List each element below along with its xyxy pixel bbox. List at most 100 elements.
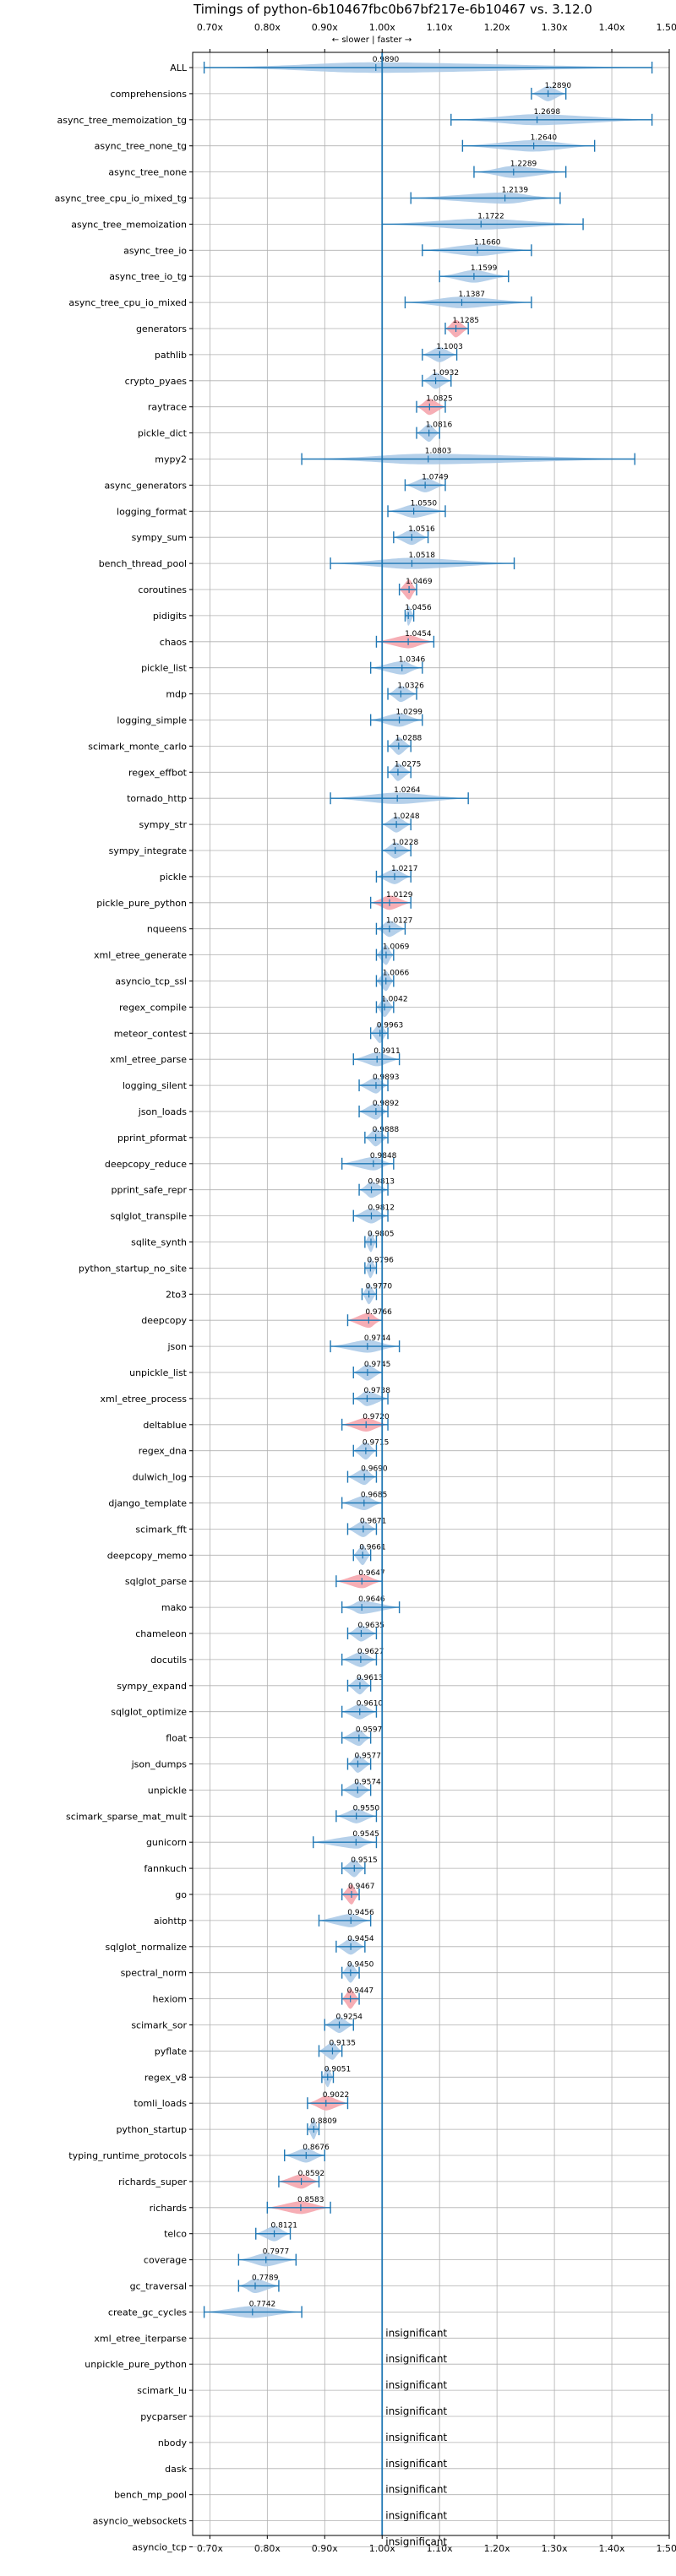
benchmark-row: xml_etree_process 0.9738 [101,1387,669,1406]
value-label: 0.9577 [354,1753,381,1761]
benchmark-label: pprint_safe_repr [112,1185,188,1196]
benchmark-row: regex_effbot 1.0275 [128,760,669,781]
value-label: 0.9597 [356,1726,383,1735]
benchmark-label: coroutines [138,584,187,595]
value-label: 0.9550 [353,1804,380,1812]
benchmark-label: async_tree_memoization [71,219,187,230]
value-label: 0.9744 [364,1334,391,1343]
value-label: 0.9456 [347,1909,374,1917]
x-tick-label: 1.40x [599,22,625,33]
benchmark-row: mypy2 1.0803 [155,448,669,465]
benchmark-row: unpickle_list 0.9745 [129,1361,669,1381]
benchmark-label: spectral_norm [121,1968,187,1979]
benchmark-label: sympy_str [139,819,187,830]
benchmark-row: float 0.9597 [166,1726,669,1747]
benchmark-label: async_tree_memoization_tg [57,115,188,126]
value-label: 0.9690 [361,1465,388,1474]
value-label: 1.1387 [458,291,485,299]
benchmark-row: sqlite_synth 0.9805 [131,1231,669,1253]
x-tick-label: 0.70x [197,2543,223,2554]
benchmark-row: pickle_dict 1.0816 [138,421,669,443]
benchmark-label: scimark_sor [131,2020,187,2031]
benchmark-row: coverage 0.7977 [144,2248,669,2267]
x-tick-label: 1.10x [427,2543,453,2554]
benchmark-row: generators 1.1285 [136,317,669,338]
value-label: 0.9671 [360,1517,387,1525]
benchmark-label: async_generators [104,480,187,491]
benchmark-row: docutils 0.9627 [150,1648,669,1667]
benchmark-label: nbody [158,2437,188,2448]
value-label: 1.1599 [471,264,498,273]
benchmark-label: meteor_contest [114,1028,188,1039]
bottom-axis: 0.70x 0.80x 0.90x 1.00x 1.10x 1.20x 1.30x 1.40x… [197,2535,676,2554]
value-label: 1.0127 [386,917,413,926]
benchmark-row: chameleon 0.9635 [135,1622,669,1642]
benchmark-label: unpickle_list [129,1367,188,1378]
benchmark-label: create_gc_cycles [108,2307,187,2318]
benchmark-label: pathlib [155,350,187,361]
value-label: 0.9627 [357,1648,384,1656]
value-label: 1.0299 [396,709,423,717]
benchmark-label: tornado_http [127,793,187,804]
value-label: 1.2890 [545,82,572,90]
benchmark-row: pycparser insignificant [140,2405,669,2422]
x-tick-label: 1.00x [369,2543,395,2554]
x-tick-label: 0.80x [254,2543,281,2554]
x-tick-label: 1.50x [656,2543,676,2554]
benchmark-row: richards 0.8583 [150,2196,669,2215]
value-label: 1.0129 [386,891,413,899]
x-tick-label: 1.20x [484,22,510,33]
benchmark-row: pprint_safe_repr 0.9813 [112,1178,669,1198]
value-label: 0.9610 [357,1700,384,1709]
benchmark-label: pprint_pformat [117,1133,188,1144]
insignificant-label: insignificant [385,2458,447,2470]
value-label: 0.9720 [363,1413,390,1421]
benchmark-row: spectral_norm 0.9450 [121,1961,669,1983]
benchmark-row: pprint_pformat 0.9888 [117,1126,669,1147]
value-label: 1.0518 [408,552,435,560]
benchmark-label: json_dumps [131,1759,188,1770]
value-label: 1.1003 [436,343,463,351]
benchmark-label: scimark_sparse_mat_mult [66,1811,188,1822]
benchmark-label: regex_effbot [128,767,188,778]
value-label: 1.0932 [433,369,459,378]
benchmark-label: regex_v8 [144,2072,187,2083]
benchmark-row: sympy_expand 0.9613 [117,1674,669,1695]
benchmark-row: async_generators 1.0749 [104,473,669,492]
insignificant-label: insignificant [385,2432,447,2443]
benchmark-label: dulwich_log [133,1472,187,1483]
benchmark-label: hexiom [152,1994,187,2005]
value-label: 1.1722 [477,212,504,220]
value-label: 0.9848 [370,1152,397,1160]
x-tick-label: 0.90x [312,22,338,33]
value-label: 0.9646 [358,1595,385,1604]
benchmark-label: asyncio_websockets [93,2516,188,2527]
benchmark-row: json 0.9744 [167,1334,669,1353]
benchmark-label: sympy_sum [132,532,187,543]
benchmark-label: gunicorn [146,1837,187,1848]
benchmark-label: nqueens [147,924,187,935]
insignificant-label: insignificant [385,2327,447,2339]
benchmark-row: sympy_str 1.0248 [139,812,669,833]
benchmark-label: async_tree_cpu_io_mixed_tg [55,193,187,204]
value-label: 0.7789 [252,2274,279,2283]
value-label: 0.9888 [373,1126,400,1134]
benchmark-label: generators [136,323,187,334]
benchmark-label: sqlglot_optimize [111,1707,187,1718]
benchmark-row: pyflate 0.9135 [155,2039,669,2060]
benchmark-row: pidigits 1.0456 [153,604,669,626]
benchmark-row: unpickle_pure_python insignificant [84,2353,669,2370]
benchmark-row: async_tree_none_tg 1.2640 [95,134,669,152]
benchmark-row: async_tree_cpu_io_mixed 1.1387 [68,291,669,309]
benchmark-label: ALL [170,62,188,73]
benchmark-label: python_startup [116,2124,187,2135]
insignificant-label: insignificant [385,2405,447,2417]
benchmark-label: deepcopy_memo [107,1550,187,1561]
value-label: 0.9766 [365,1308,392,1317]
benchmark-row: nqueens 1.0127 [147,917,669,937]
benchmark-label: django_template [108,1498,187,1509]
benchmark-label: async_tree_cpu_io_mixed [68,297,187,308]
benchmark-row: telco 0.8121 [164,2222,669,2242]
benchmark-rows: ALL 0.9890 comprehensions 1.2890 async_tree_… [55,56,669,2553]
benchmark-label: pidigits [153,611,187,622]
